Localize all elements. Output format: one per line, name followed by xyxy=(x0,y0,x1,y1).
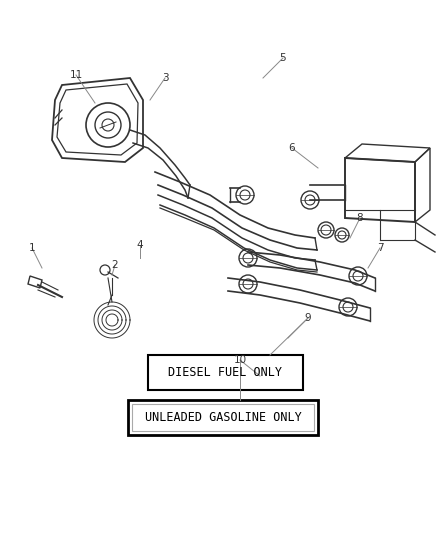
Text: 3: 3 xyxy=(162,73,168,83)
Text: 8: 8 xyxy=(357,213,363,223)
Text: 7: 7 xyxy=(377,243,383,253)
Text: 10: 10 xyxy=(233,355,247,365)
Text: UNLEADED GASOLINE ONLY: UNLEADED GASOLINE ONLY xyxy=(145,411,301,424)
Text: 4: 4 xyxy=(137,240,143,250)
Bar xyxy=(148,355,303,390)
Text: 9: 9 xyxy=(305,313,311,323)
Text: DIESEL FUEL ONLY: DIESEL FUEL ONLY xyxy=(169,366,283,379)
Bar xyxy=(132,404,314,431)
Bar xyxy=(128,400,318,435)
Text: 6: 6 xyxy=(289,143,295,153)
Text: 2: 2 xyxy=(112,260,118,270)
Text: 1: 1 xyxy=(28,243,35,253)
Text: 5: 5 xyxy=(280,53,286,63)
Text: 11: 11 xyxy=(69,70,83,80)
